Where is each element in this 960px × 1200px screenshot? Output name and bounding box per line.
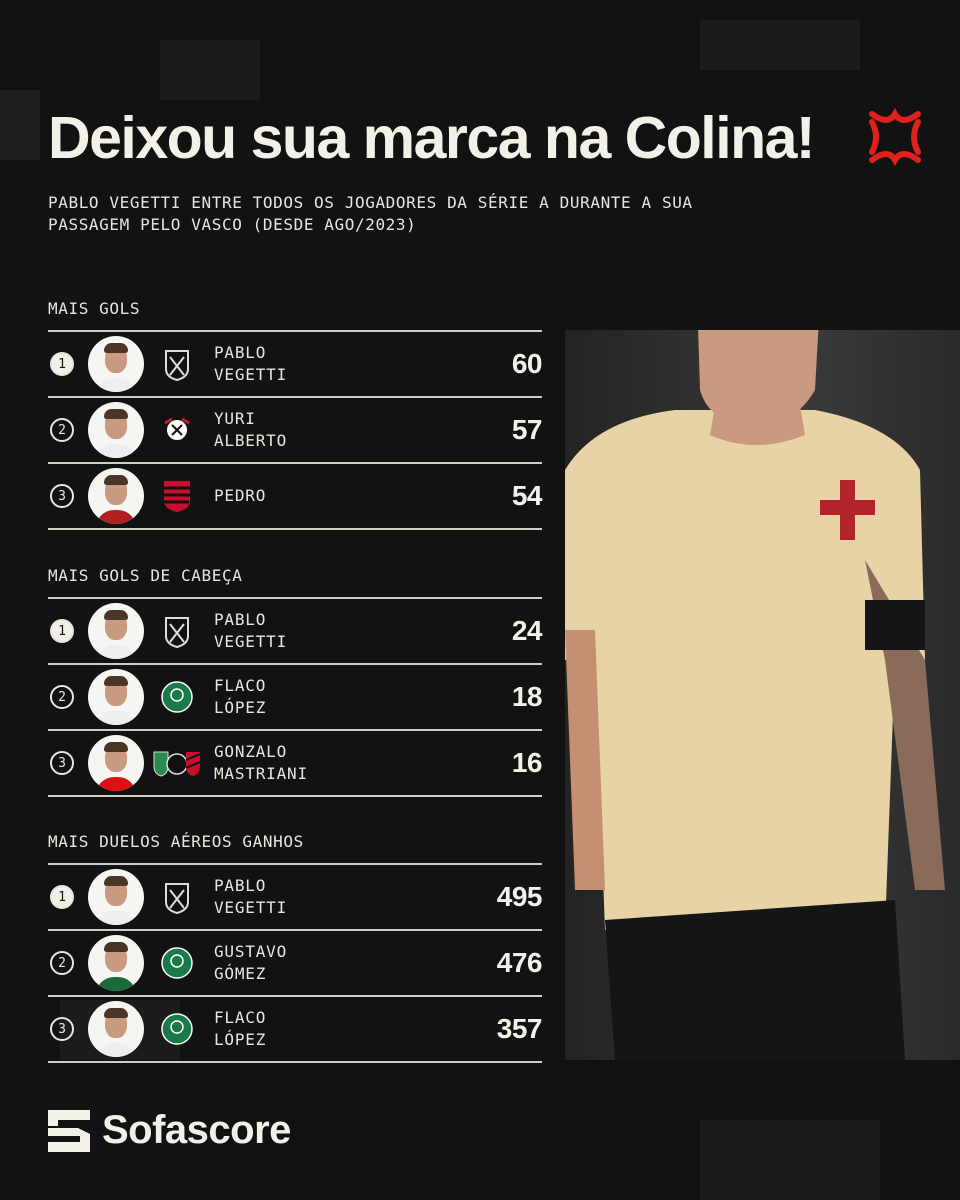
rank-badge: 2 <box>50 685 74 709</box>
table-row: 3 GONZALO MASTRIANI 16 <box>48 729 543 797</box>
avatar <box>88 1001 144 1057</box>
stat-value: 54 <box>511 480 543 511</box>
rank-badge: 2 <box>50 951 74 975</box>
rank-badge: 3 <box>50 1017 74 1041</box>
vasco-crest-icon <box>160 347 194 381</box>
avatar <box>88 336 144 392</box>
vasco-crest-icon <box>160 614 194 648</box>
section-most-goals: MAIS GOLS 1 PABLO VEGETTI 60 2 YURI ALBERT… <box>48 299 543 530</box>
table-row: 2 YURI ALBERTO 57 <box>48 396 543 462</box>
player-name: YURI ALBERTO <box>214 409 288 450</box>
stat-value: 18 <box>511 681 543 712</box>
avatar <box>88 669 144 725</box>
multiple-club-crests-icon <box>152 746 202 780</box>
stat-value: 57 <box>511 414 543 445</box>
section-most-headers: MAIS GOLS DE CABEÇA 1 PABLO VEGETTI 24 2 … <box>48 566 543 797</box>
player-name: PEDRO <box>214 486 267 505</box>
rank-badge: 1 <box>50 885 74 909</box>
table-row: 1 PABLO VEGETTI 60 <box>48 330 543 396</box>
table-row: 3 PEDRO 54 <box>48 462 543 530</box>
player-name: PABLO VEGETTI <box>214 610 288 651</box>
sofascore-logo-icon <box>48 1109 90 1152</box>
avatar <box>88 735 144 791</box>
rank-badge: 1 <box>50 619 74 643</box>
page-title: Deixou sua marca na Colina! <box>48 105 816 171</box>
flamengo-crest-icon <box>160 479 194 513</box>
ranking-list: 1 PABLO VEGETTI 495 2 GUSTAVO GÓMEZ 476 3 … <box>48 863 543 1063</box>
rank-badge: 2 <box>50 418 74 442</box>
rank-badge: 1 <box>50 352 74 376</box>
subtitle: PABLO VEGETTI ENTRE TODOS OS JOGADORES D… <box>48 193 693 234</box>
sofascore-logo: Sofascore <box>48 1108 291 1153</box>
table-row: 2 FLACO LÓPEZ 18 <box>48 663 543 729</box>
ranking-list: 1 PABLO VEGETTI 24 2 FLACO LÓPEZ 18 3 GONZ… <box>48 597 543 797</box>
stat-value: 24 <box>511 615 543 646</box>
table-row: 1 PABLO VEGETTI 495 <box>48 863 543 929</box>
player-name: FLACO LÓPEZ <box>214 676 267 717</box>
palmeiras-crest-icon <box>160 680 194 714</box>
avatar <box>88 603 144 659</box>
table-row: 3 FLACO LÓPEZ 357 <box>48 995 543 1063</box>
player-name: GUSTAVO GÓMEZ <box>214 942 288 983</box>
rank-badge: 3 <box>50 484 74 508</box>
section-label: MAIS GOLS <box>48 299 141 318</box>
stat-value: 476 <box>496 947 543 978</box>
avatar <box>88 869 144 925</box>
anger-symbol-icon <box>869 108 921 166</box>
player-name: FLACO LÓPEZ <box>214 1008 267 1049</box>
bg-pixel <box>700 1120 880 1200</box>
stat-value: 357 <box>496 1013 543 1044</box>
avatar <box>88 468 144 524</box>
player-name: PABLO VEGETTI <box>214 343 288 384</box>
section-most-aerial-duels: MAIS DUELOS AÉREOS GANHOS 1 PABLO VEGETTI… <box>48 832 543 1063</box>
vasco-crest-icon <box>160 880 194 914</box>
stat-value: 16 <box>511 747 543 778</box>
avatar <box>88 402 144 458</box>
brand-name: Sofascore <box>102 1108 291 1152</box>
section-label: MAIS GOLS DE CABEÇA <box>48 566 243 585</box>
rank-badge: 3 <box>50 751 74 775</box>
player-name: GONZALO MASTRIANI <box>214 742 308 783</box>
palmeiras-crest-icon <box>160 1012 194 1046</box>
bg-pixel <box>0 90 40 160</box>
stat-value: 60 <box>511 348 543 379</box>
table-row: 2 GUSTAVO GÓMEZ 476 <box>48 929 543 995</box>
corinthians-crest-icon <box>160 413 194 447</box>
player-name: PABLO VEGETTI <box>214 876 288 917</box>
stat-value: 495 <box>496 881 543 912</box>
ranking-list: 1 PABLO VEGETTI 60 2 YURI ALBERTO 57 3 PED… <box>48 330 543 530</box>
avatar <box>88 935 144 991</box>
section-label: MAIS DUELOS AÉREOS GANHOS <box>48 832 304 851</box>
bg-pixel <box>160 40 260 100</box>
bg-pixel <box>700 20 860 70</box>
palmeiras-crest-icon <box>160 946 194 980</box>
player-photo <box>565 218 960 1060</box>
table-row: 1 PABLO VEGETTI 24 <box>48 597 543 663</box>
